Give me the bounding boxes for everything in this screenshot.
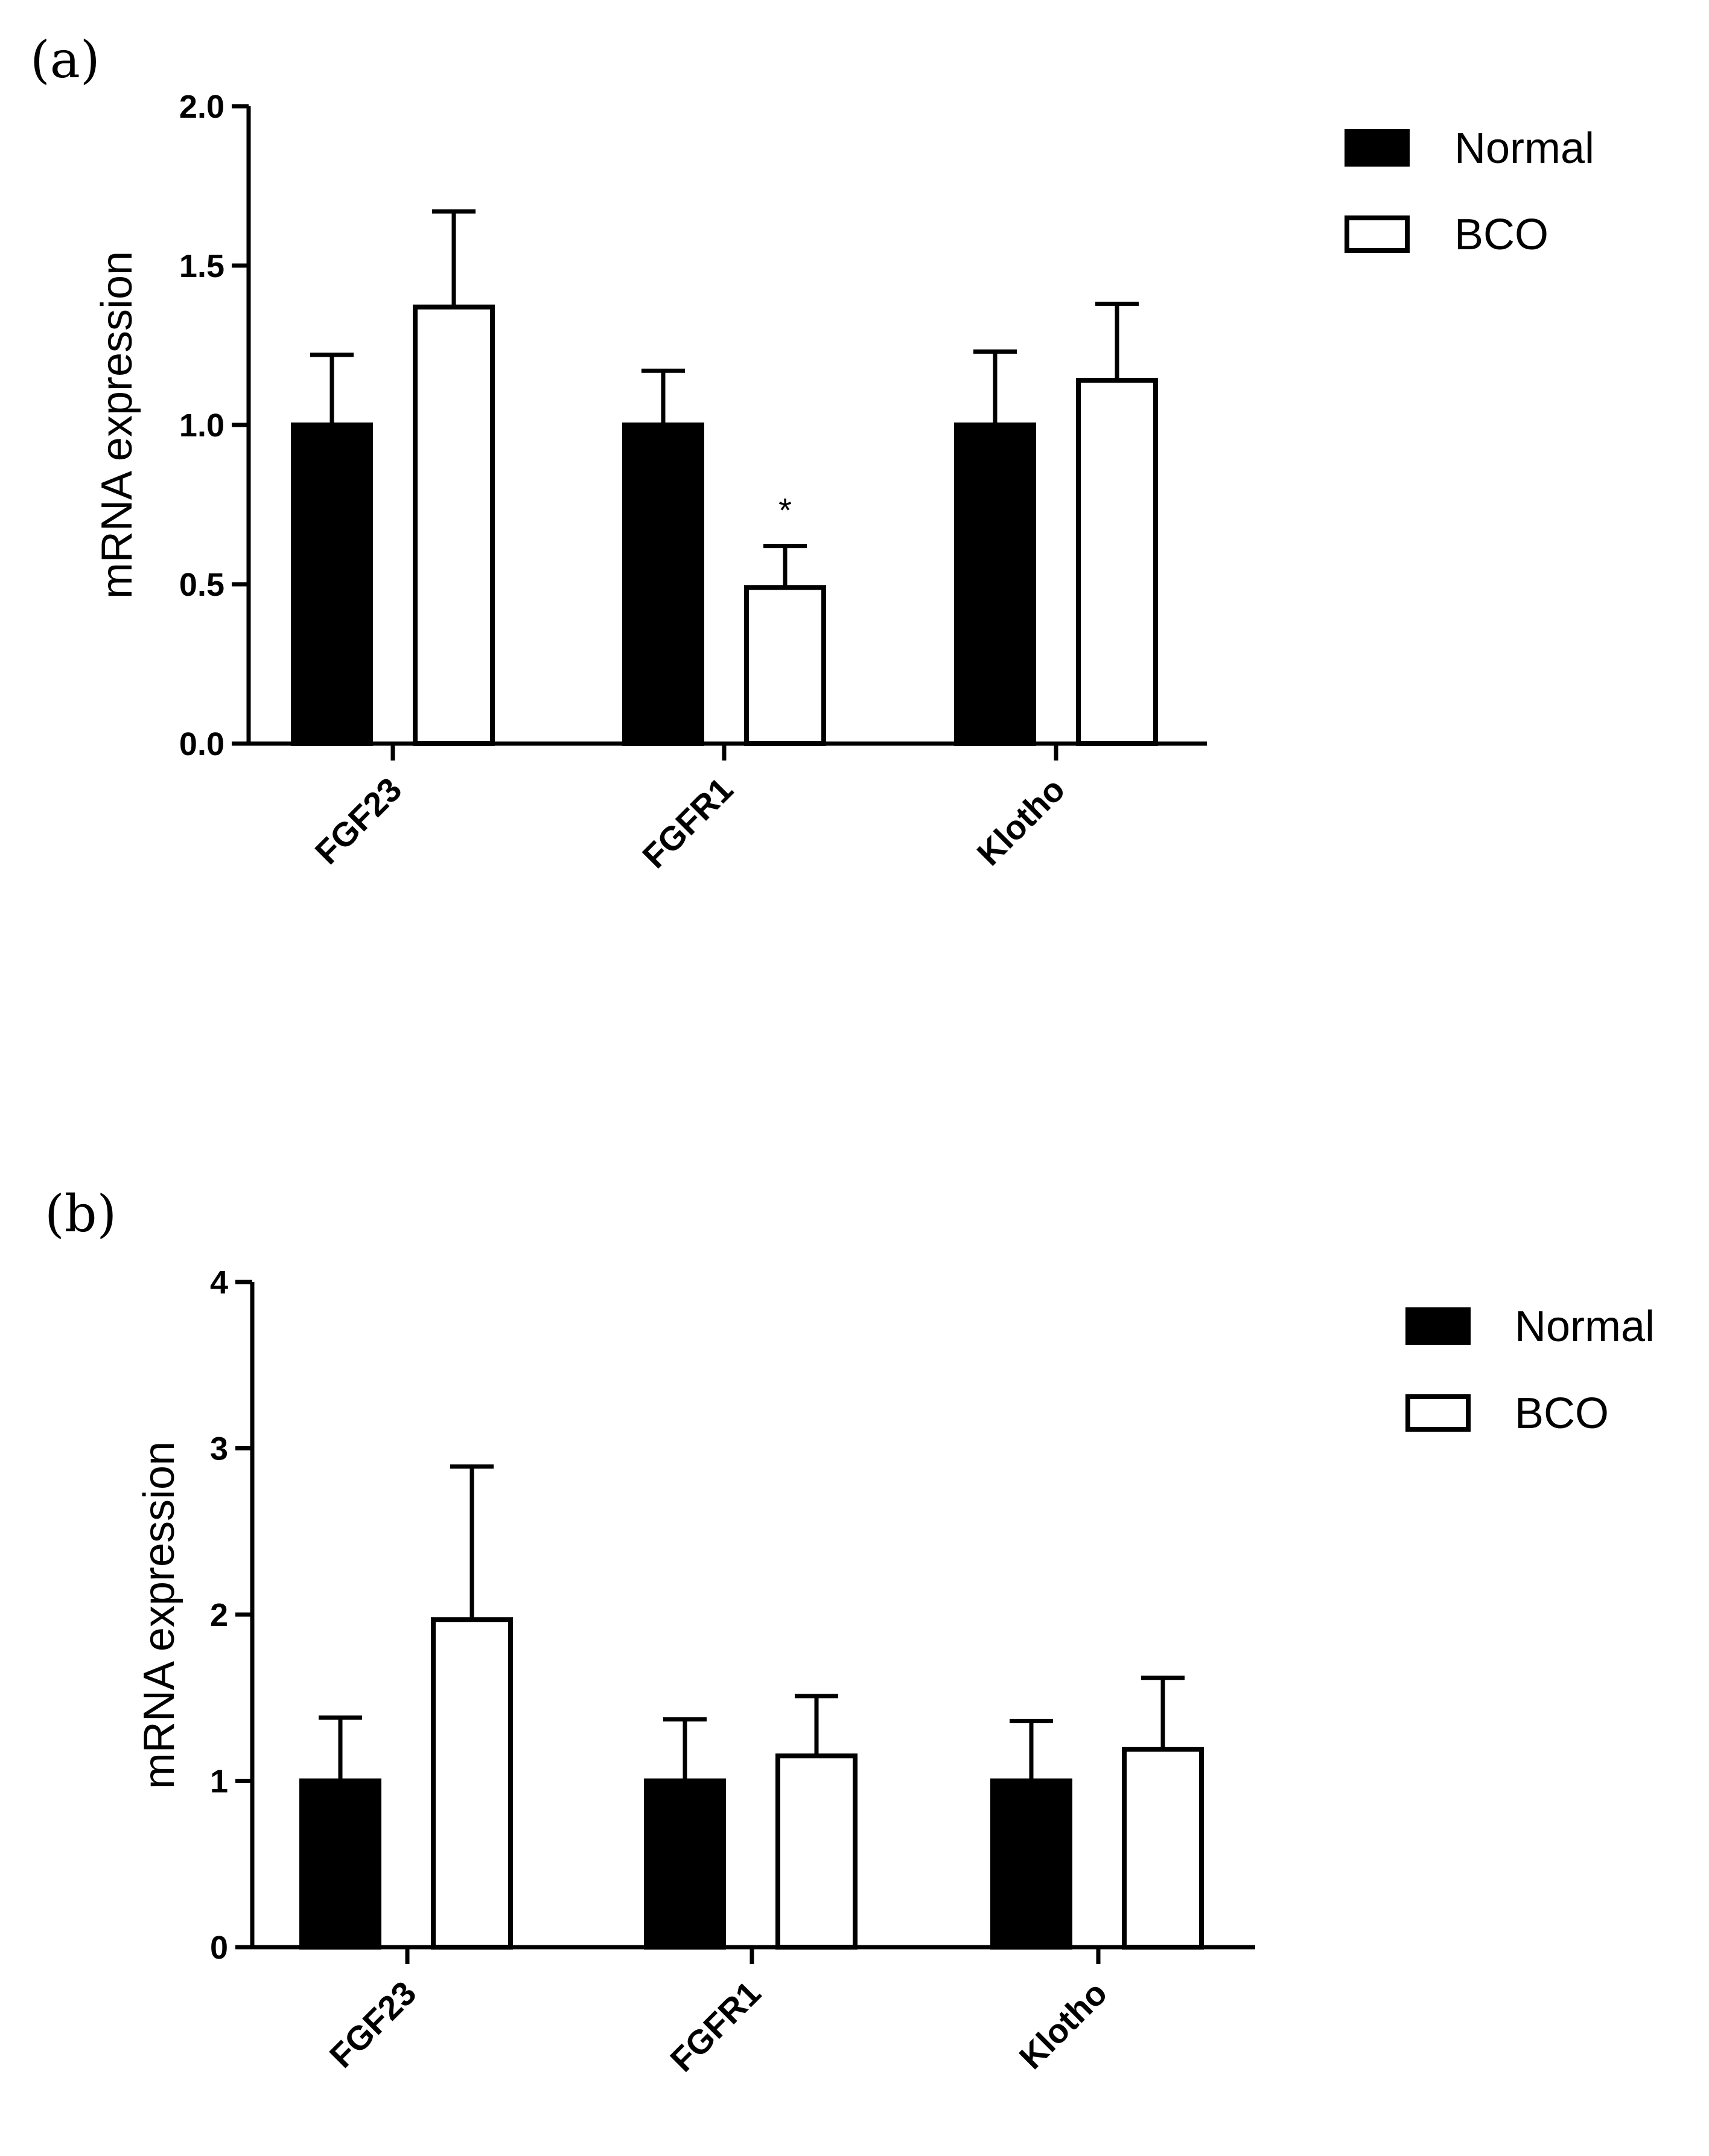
bar-bco (1076, 378, 1158, 746)
legend-swatch-normal (1345, 129, 1410, 167)
x-tick-label: FGFR1 (635, 770, 740, 875)
y-tick-label: 4 (210, 1265, 228, 1301)
y-axis-title: mRNA expression (93, 251, 141, 599)
bar-bco (1122, 1747, 1204, 1950)
bar-bco (744, 585, 826, 747)
panel-a: (a) mRNA expression 0.0 0.5 1.0 1.5 2.0 FGF23 FG… (30, 30, 1594, 875)
y-tick-label: 2.0 (179, 89, 224, 125)
legend-swatch-bco (1345, 215, 1410, 253)
panel-label: (b) (45, 1184, 116, 1243)
y-tick-label: 0 (210, 1930, 228, 1966)
legend-label-bco: BCO (1515, 1389, 1609, 1438)
x-tick-label: Klotho (1012, 1974, 1115, 2076)
y-axis-title: mRNA expression (135, 1441, 183, 1789)
y-tick-label: 1 (210, 1764, 228, 1800)
bar-normal (622, 423, 704, 746)
y-tick-label: 1.0 (179, 407, 224, 444)
bar-normal (291, 423, 373, 746)
bar-normal (990, 1778, 1072, 1950)
x-tick-label: FGF23 (308, 770, 409, 872)
panel-label: (a) (30, 30, 100, 89)
bar-normal (299, 1778, 381, 1950)
legend-label-bco: BCO (1454, 211, 1548, 259)
legend-label-normal: Normal (1515, 1303, 1655, 1351)
bar-normal (644, 1778, 726, 1950)
bar-bco (431, 1617, 513, 1950)
y-tick-label: 1.5 (179, 248, 224, 284)
bar-bco (775, 1753, 858, 1950)
x-tick-label: Klotho (970, 770, 1072, 873)
significance-marker: * (778, 491, 792, 529)
y-tick-label: 0.5 (179, 567, 224, 603)
bar-bco (413, 304, 495, 746)
legend-swatch-normal (1405, 1307, 1471, 1345)
x-tick-label: FGF23 (322, 1974, 424, 2075)
y-tick-label: 0.0 (179, 726, 224, 762)
x-tick-label: FGFR1 (663, 1974, 768, 2079)
panel-b: (b) mRNA expression 0 1 2 3 4 FGF23 FGFR1 Klotho N… (45, 1184, 1655, 2079)
legend-label-normal: Normal (1454, 124, 1594, 173)
legend-swatch-bco (1405, 1394, 1471, 1432)
bar-normal (954, 423, 1036, 746)
y-tick-label: 2 (210, 1597, 228, 1633)
y-tick-label: 3 (210, 1431, 228, 1467)
